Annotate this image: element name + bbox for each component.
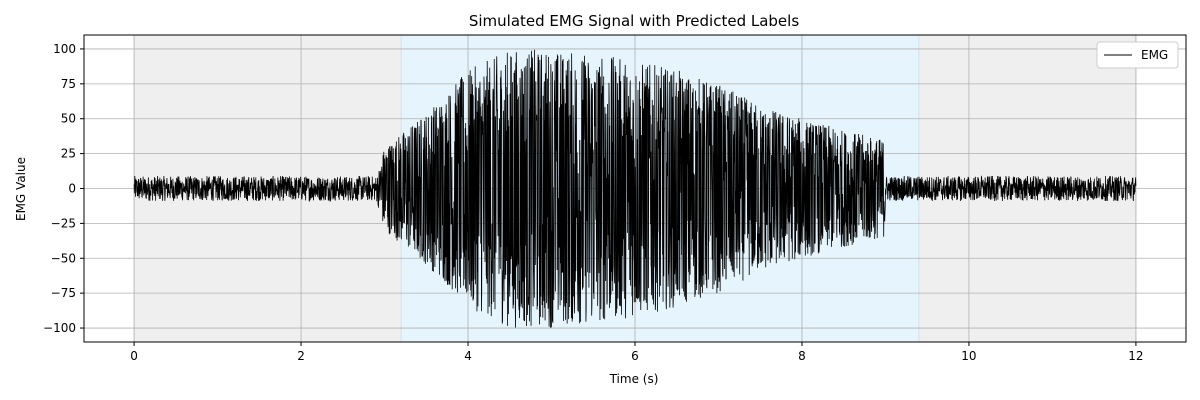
- y-tick-label: 50: [61, 112, 76, 126]
- y-tick-label: 75: [61, 77, 76, 91]
- y-tick-label: 100: [53, 42, 76, 56]
- chart-title: Simulated EMG Signal with Predicted Labe…: [469, 12, 799, 30]
- x-tick-label: 6: [631, 349, 639, 363]
- y-tick-label: −50: [51, 251, 76, 265]
- x-tick-label: 4: [464, 349, 472, 363]
- x-tick-label: 10: [961, 349, 976, 363]
- legend-label-emg: EMG: [1141, 48, 1168, 62]
- x-tick-label: 8: [798, 349, 806, 363]
- y-tick-label: 0: [68, 182, 76, 196]
- y-axis-label: EMG Value: [14, 157, 28, 221]
- y-tick-label: −100: [43, 321, 76, 335]
- legend-box: [1096, 41, 1179, 69]
- x-axis-label: Time (s): [609, 372, 659, 386]
- x-tick-label: 12: [1128, 349, 1143, 363]
- y-tick-label: −25: [51, 216, 76, 230]
- x-axis-ticks: 0 2 4 6 8 10 12: [130, 342, 1144, 363]
- y-axis-ticks: 100 75 50 25 0 −25 −50 −75 −100: [43, 42, 84, 335]
- y-tick-label: 25: [61, 147, 76, 161]
- x-tick-label: 0: [130, 349, 138, 363]
- x-tick-label: 2: [297, 349, 305, 363]
- legend: EMG: [1096, 41, 1179, 69]
- emg-signal: [133, 49, 1137, 328]
- emg-line: [133, 49, 1137, 328]
- y-tick-label: −75: [51, 286, 76, 300]
